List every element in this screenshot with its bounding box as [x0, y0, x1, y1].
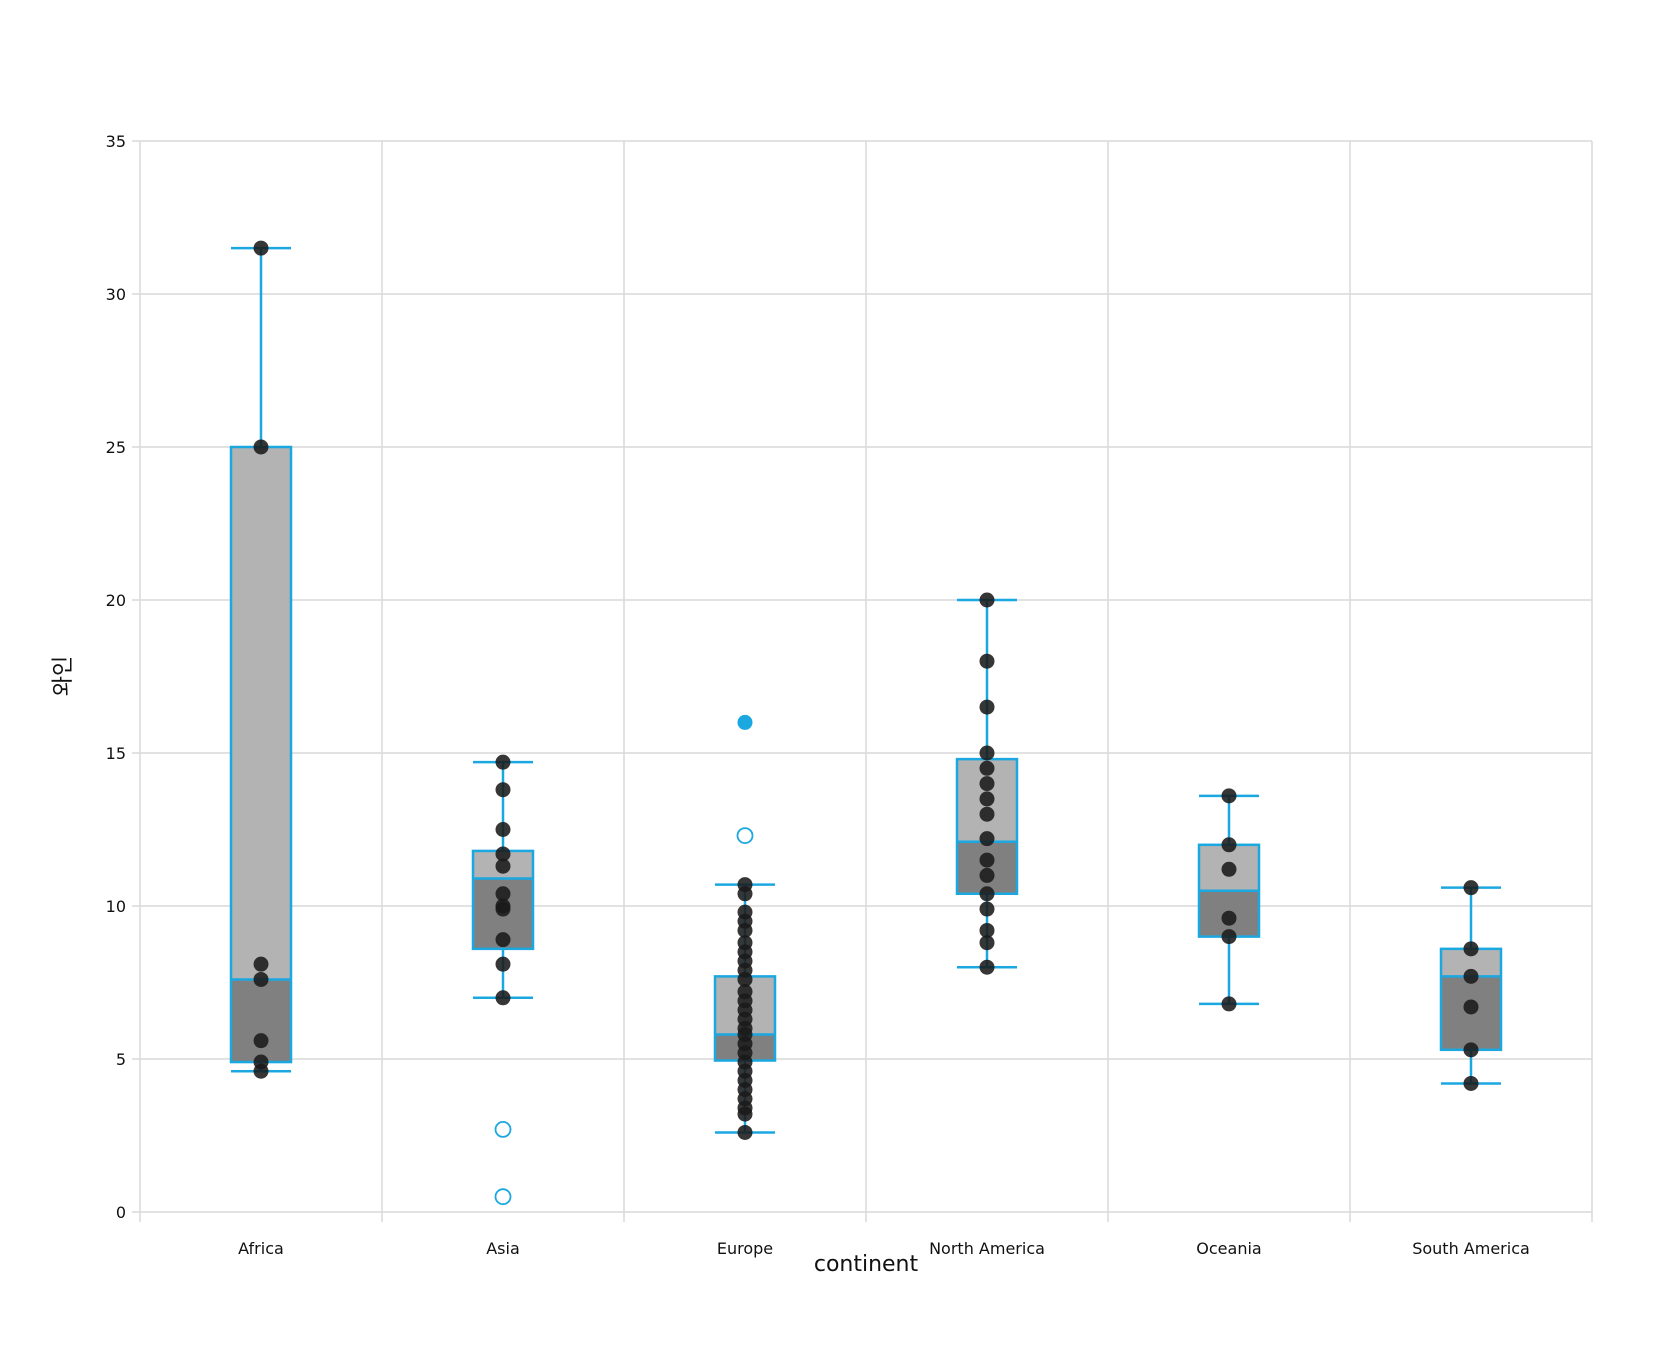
y-tick-label: 5 — [116, 1050, 126, 1069]
data-point — [1221, 996, 1237, 1012]
data-point — [979, 745, 995, 761]
data-point — [1463, 941, 1479, 957]
data-point — [979, 806, 995, 822]
data-point — [737, 886, 753, 902]
data-point — [979, 592, 995, 608]
data-point — [1221, 788, 1237, 804]
data-point — [495, 754, 511, 770]
data-point — [979, 886, 995, 902]
box-upper-half — [231, 447, 291, 980]
x-tick-label: Europe — [717, 1239, 773, 1258]
y-tick-label: 35 — [106, 132, 126, 151]
data-point — [253, 439, 269, 455]
data-point — [979, 760, 995, 776]
data-point — [979, 653, 995, 669]
data-point — [495, 822, 511, 837]
data-point — [1463, 1075, 1479, 1091]
data-point — [737, 922, 753, 938]
data-point — [1463, 968, 1479, 984]
data-point — [495, 886, 511, 902]
data-point — [253, 240, 269, 256]
data-point — [495, 901, 511, 917]
x-axis-title: continent — [814, 1252, 919, 1277]
y-tick-label: 0 — [116, 1203, 126, 1222]
data-point — [979, 831, 995, 847]
outlier-point — [494, 1120, 512, 1138]
x-tick-label: Asia — [486, 1239, 520, 1258]
grid-layer — [132, 140, 1593, 1222]
data-point — [1221, 929, 1237, 945]
data-point — [495, 990, 511, 1006]
data-point — [737, 971, 753, 987]
data-point — [253, 1033, 269, 1049]
data-point — [979, 901, 995, 917]
data-point — [1221, 861, 1237, 877]
y-tick-label: 10 — [106, 897, 126, 916]
y-tick-label: 30 — [106, 285, 126, 304]
outlier-point — [494, 1188, 512, 1206]
y-tick-label: 15 — [106, 744, 126, 763]
data-point — [1221, 837, 1237, 853]
y-tick-label: 20 — [106, 591, 126, 610]
data-point — [495, 932, 511, 948]
data-point — [253, 971, 269, 987]
data-point — [979, 922, 995, 938]
outlier-point-highlighted — [737, 714, 753, 730]
data-point — [737, 1124, 753, 1140]
data-point — [1221, 910, 1237, 926]
data-point — [495, 846, 511, 862]
data-point — [979, 959, 995, 975]
box-lower-half — [231, 979, 291, 1063]
data-point — [495, 956, 511, 972]
data-point — [979, 699, 995, 715]
x-tick-label: Oceania — [1196, 1239, 1261, 1258]
data-point — [253, 956, 269, 972]
data-point — [253, 1063, 269, 1079]
data-point — [1463, 1042, 1479, 1058]
box-lower-half — [957, 841, 1017, 894]
tick-layer: 0 5 10 15 20 25 30 35 Africa Asia Europe North Amer… — [106, 132, 1530, 1258]
data-point — [495, 782, 511, 798]
data-point — [979, 852, 995, 868]
y-tick-label: 25 — [106, 438, 126, 457]
data-point — [495, 858, 511, 874]
x-tick-label: Africa — [238, 1239, 284, 1258]
data-point — [979, 776, 995, 792]
data-point — [979, 867, 995, 883]
data-point — [979, 935, 995, 951]
data-point — [979, 791, 995, 807]
outlier-point — [736, 827, 754, 845]
x-tick-label: North America — [929, 1239, 1045, 1258]
data-point — [1463, 880, 1479, 896]
x-tick-label: South America — [1412, 1239, 1530, 1258]
data-point — [1463, 999, 1479, 1015]
y-axis-title: 와인 — [51, 656, 76, 696]
point-layer — [253, 240, 1479, 1206]
data-point — [737, 1106, 753, 1122]
